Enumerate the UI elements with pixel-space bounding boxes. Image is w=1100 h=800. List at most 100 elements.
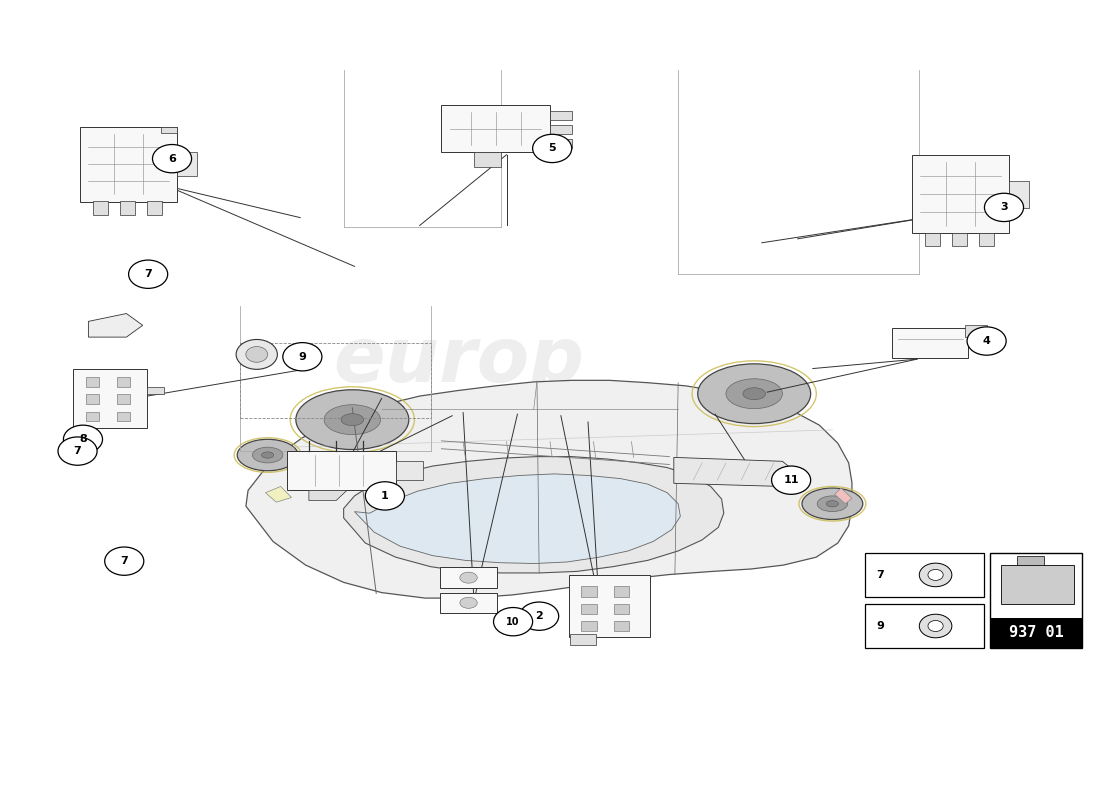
Bar [86,394,99,404]
Bar [990,618,1082,648]
Bar [865,554,984,597]
Ellipse shape [296,390,409,450]
Ellipse shape [817,496,848,512]
Bar [979,234,994,246]
Polygon shape [1018,556,1044,565]
Circle shape [365,482,405,510]
Circle shape [104,547,144,575]
Circle shape [967,327,1006,355]
Bar [614,621,629,631]
Ellipse shape [262,452,274,458]
Bar [440,567,497,588]
Circle shape [984,194,1023,222]
Text: 11: 11 [783,475,799,485]
Text: 1: 1 [381,491,388,501]
Circle shape [58,437,97,466]
Text: 8: 8 [79,434,87,444]
Bar [550,139,572,149]
Bar [550,110,572,120]
Text: 5: 5 [549,143,556,154]
Circle shape [494,607,532,636]
Polygon shape [88,314,143,337]
Bar [79,127,177,202]
Ellipse shape [324,405,381,434]
Polygon shape [246,380,851,598]
Polygon shape [309,490,346,501]
Ellipse shape [826,501,838,507]
Bar [92,201,108,215]
Bar [569,574,650,638]
Bar [86,412,99,422]
Bar [912,154,1010,234]
Circle shape [153,145,191,173]
Circle shape [64,425,102,454]
Ellipse shape [460,572,477,583]
Bar [582,604,596,614]
Circle shape [519,602,559,630]
Circle shape [771,466,811,494]
Polygon shape [265,486,292,502]
Bar [474,152,502,166]
Bar [965,325,987,337]
Bar [177,152,197,176]
Bar [570,634,595,646]
Bar [241,343,430,418]
Ellipse shape [802,488,862,519]
Ellipse shape [920,614,951,638]
Ellipse shape [238,439,298,470]
Ellipse shape [928,621,943,631]
Ellipse shape [252,447,283,463]
Bar [440,593,497,613]
Bar [147,201,163,215]
Text: 6: 6 [168,154,176,164]
Ellipse shape [742,388,766,400]
Ellipse shape [928,570,943,581]
Text: 4: 4 [982,336,991,346]
Bar [614,586,629,597]
Circle shape [283,342,322,371]
Bar [120,201,135,215]
Polygon shape [1001,565,1074,604]
Circle shape [129,260,167,288]
Bar [865,604,984,648]
Text: 7: 7 [144,270,152,279]
Text: a passion for parts since 1985: a passion for parts since 1985 [354,406,605,425]
Ellipse shape [726,378,782,409]
Bar [952,234,967,246]
Ellipse shape [246,346,267,362]
Ellipse shape [920,563,951,586]
Bar [892,329,968,358]
Bar [614,604,629,614]
Ellipse shape [236,339,277,370]
Polygon shape [343,457,724,573]
Text: 10: 10 [506,617,520,626]
Polygon shape [674,458,800,486]
Ellipse shape [697,364,811,423]
Bar [86,378,99,386]
Text: europ: europ [333,324,584,398]
Bar [925,234,939,246]
Bar [117,394,130,404]
Bar [582,621,596,631]
Text: 3: 3 [1000,202,1008,213]
Polygon shape [835,488,851,504]
Text: 7: 7 [120,556,128,566]
Bar [1010,181,1028,208]
Ellipse shape [460,598,477,608]
Bar [441,106,550,152]
Bar [990,554,1082,648]
Bar [550,125,572,134]
Bar [582,586,596,597]
Text: 2: 2 [536,611,543,621]
Ellipse shape [341,414,364,426]
Polygon shape [147,386,164,394]
Bar [117,412,130,422]
Text: 7: 7 [877,570,884,580]
Bar [396,462,422,480]
Circle shape [532,134,572,162]
Polygon shape [162,127,177,133]
Text: 9: 9 [877,621,884,631]
Text: 7: 7 [74,446,81,456]
Bar [117,378,130,386]
Bar [287,451,396,490]
